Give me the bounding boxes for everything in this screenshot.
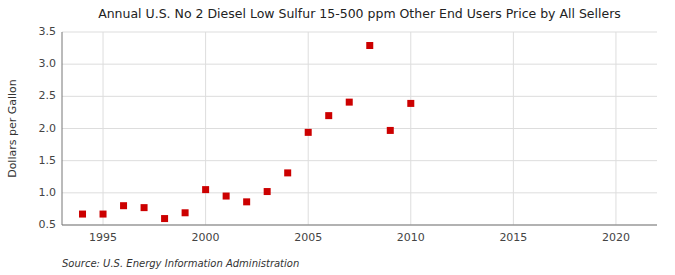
x-tick-label: 2015	[499, 231, 527, 244]
data-point	[387, 127, 394, 134]
chart-container: 0.5 1.0 1.5 2.0 2.5 3.0 3.5 1995 2000 2005 2010 201…	[0, 0, 675, 275]
y-tick-label: 1.5	[39, 154, 57, 167]
chart-svg: 0.5 1.0 1.5 2.0 2.5 3.0 3.5 1995 2000 2005 2010 201…	[0, 0, 675, 275]
axes: 0.5 1.0 1.5 2.0 2.5 3.0 3.5 1995 2000 2005 2010 201…	[39, 25, 658, 244]
x-tick-label: 2020	[602, 231, 630, 244]
y-tick-label: 2.0	[39, 122, 57, 135]
data-point	[264, 188, 271, 195]
y-grid-line	[62, 225, 657, 226]
data-point	[202, 186, 209, 193]
x-tick-label: 2005	[294, 231, 322, 244]
x-grid-line	[308, 32, 309, 225]
y-grid-line	[62, 64, 657, 65]
data-point	[346, 99, 353, 106]
grid	[62, 32, 657, 225]
x-grid-line	[103, 32, 104, 225]
y-tick-label: 3.0	[39, 57, 57, 70]
y-axis-line	[62, 32, 63, 225]
y-grid-line	[62, 192, 657, 193]
x-grid-line	[205, 32, 206, 225]
x-grid-line	[615, 32, 616, 225]
data-points	[79, 42, 414, 222]
y-grid-line	[62, 32, 657, 33]
data-point	[120, 202, 127, 209]
y-tick-label: 1.0	[39, 186, 57, 199]
y-axis-label: Dollars per Gallon	[6, 79, 19, 178]
data-point	[284, 169, 291, 176]
data-point	[161, 215, 168, 222]
data-point	[141, 204, 148, 211]
data-point	[243, 198, 250, 205]
data-point	[407, 100, 414, 107]
y-grid-line	[62, 96, 657, 97]
x-tick-label: 1995	[89, 231, 117, 244]
plot-background	[62, 32, 657, 225]
source-note: Source: U.S. Energy Information Administ…	[62, 258, 299, 269]
x-grid-line	[513, 32, 514, 225]
y-grid-line	[62, 128, 657, 129]
data-point	[100, 211, 107, 218]
x-tick-label: 2000	[192, 231, 220, 244]
x-axis-line	[62, 225, 657, 226]
data-point	[305, 129, 312, 136]
y-tick-label: 2.5	[39, 89, 57, 102]
y-tick-label: 0.5	[39, 218, 57, 231]
data-point	[223, 193, 230, 200]
x-tick-label: 2010	[397, 231, 425, 244]
x-grid-line	[410, 32, 411, 225]
data-point	[79, 211, 86, 218]
y-grid-line	[62, 160, 657, 161]
data-point	[325, 112, 332, 119]
data-point	[366, 42, 373, 49]
y-tick-label: 3.5	[39, 25, 57, 38]
chart-title: Annual U.S. No 2 Diesel Low Sulfur 15-50…	[98, 6, 621, 21]
data-point	[182, 209, 189, 216]
